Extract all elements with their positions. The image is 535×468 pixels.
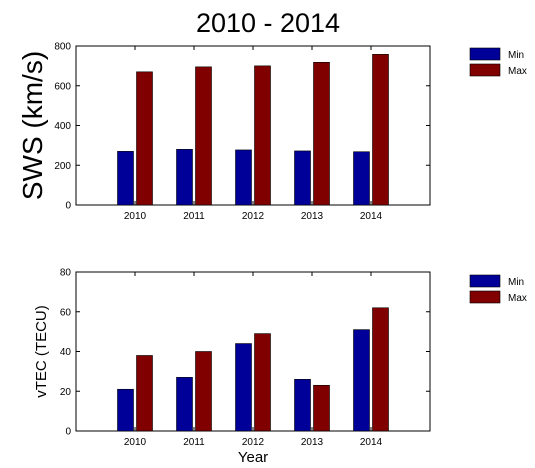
bar-max-2011: [195, 66, 212, 206]
bar-min-2014: [353, 151, 370, 206]
figure-title: 2010 - 2014: [196, 8, 340, 38]
bar-min-2011: [176, 149, 193, 206]
bar-min-2014: [353, 329, 370, 432]
bar-max-2014: [372, 54, 389, 206]
legend-swatch-max: [469, 290, 501, 304]
y-tick-label: 80: [60, 268, 72, 279]
bar-max-2011: [195, 351, 212, 432]
x-tick-label: 2013: [301, 211, 324, 222]
x-tick-label: 2014: [360, 437, 383, 448]
x-tick-label: 2010: [124, 211, 147, 222]
legend: Min Max: [469, 274, 527, 304]
x-axis-label: Year: [238, 449, 268, 466]
legend-label-min: Min: [508, 277, 524, 288]
bar-min-2012: [235, 149, 252, 206]
x-tick-label: 2012: [242, 437, 265, 448]
x-tick-label: 2014: [360, 211, 383, 222]
x-tick-label: 2010: [124, 437, 147, 448]
y-tick-label: 400: [54, 121, 71, 132]
y-tick-label: 800: [54, 42, 71, 53]
y-tick-label: 200: [54, 161, 71, 172]
legend-label-max: Max: [508, 66, 527, 77]
bar-max-2013: [313, 384, 330, 432]
y-tick-label: 0: [65, 201, 71, 212]
bar-max-2013: [313, 61, 330, 206]
x-tick-label: 2012: [242, 211, 265, 222]
y-tick-label: 40: [60, 347, 72, 358]
legend: Min Max: [469, 47, 527, 77]
bar-max-2012: [254, 333, 271, 432]
legend-swatch-min: [469, 274, 501, 288]
bar-min-2010: [117, 151, 134, 206]
chart-panel-2: 0 20 40 60 80 2010 2011 2012 2013 2014 vTEC (TECU)…: [33, 268, 527, 467]
bar-max-2010: [136, 355, 153, 432]
bar-max-2012: [254, 65, 271, 206]
bar-min-2013: [294, 150, 311, 206]
y-axis-label: vTEC (TECU): [33, 305, 50, 398]
bar-max-2014: [372, 307, 389, 432]
bar-min-2012: [235, 343, 252, 432]
bar-min-2013: [294, 379, 311, 432]
chart-panel-1: 0 200 400 600 800 2010 2011 2012 2013 2014 SWS (km…: [17, 42, 527, 223]
x-tick-label: 2011: [183, 211, 205, 222]
x-tick-label: 2013: [301, 437, 324, 448]
bar-max-2010: [136, 71, 153, 206]
y-axis-label: SWS (km/s): [17, 51, 48, 200]
legend-label-min: Min: [508, 50, 524, 61]
y-tick-label: 0: [65, 427, 71, 438]
x-tick-label: 2011: [183, 437, 205, 448]
bar-min-2011: [176, 377, 193, 432]
y-tick-label: 20: [60, 387, 72, 398]
legend-swatch-min: [469, 47, 501, 61]
y-tick-label: 60: [60, 307, 72, 318]
bar-min-2010: [117, 388, 134, 432]
y-tick-label: 600: [54, 81, 71, 92]
legend-label-max: Max: [508, 293, 527, 304]
legend-swatch-max: [469, 63, 501, 77]
